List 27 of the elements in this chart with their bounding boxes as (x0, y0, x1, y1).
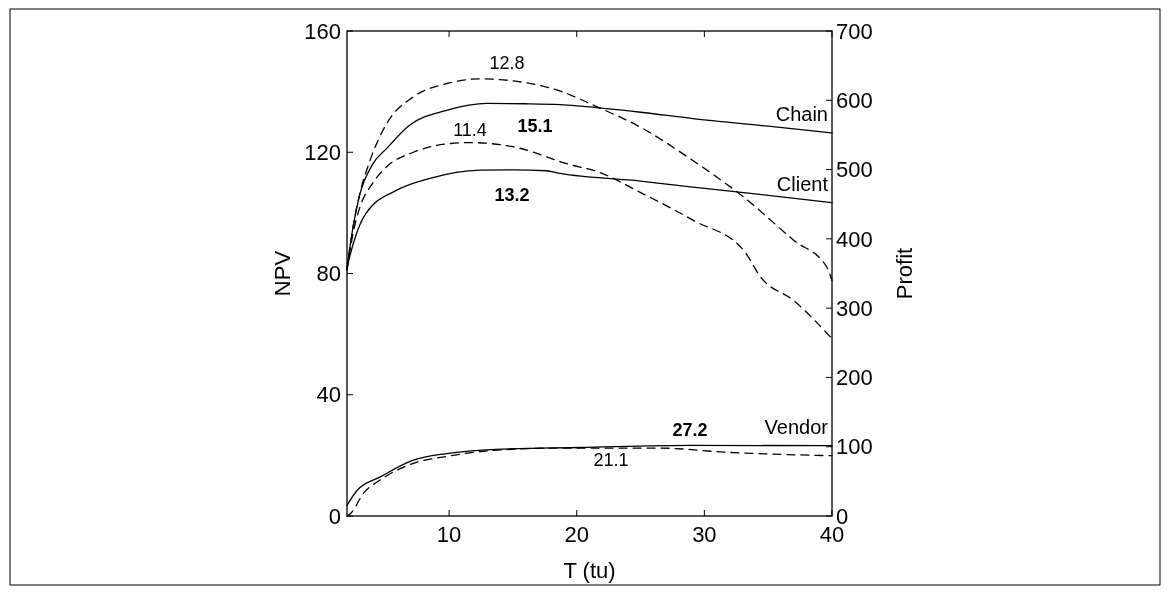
y2-tick-label: 200 (836, 365, 873, 391)
annotation: 21.1 (593, 450, 629, 471)
y-tick-label: 0 (328, 503, 341, 529)
x-tick-label: 10 (436, 522, 462, 547)
series-label: Client (776, 172, 829, 195)
y-tick-label: 80 (316, 261, 341, 287)
x-tick-label: 30 (692, 522, 717, 547)
y2-tick-label: 300 (836, 295, 873, 321)
series-label: Vendor (764, 415, 829, 438)
annotation: 13.2 (494, 185, 530, 206)
annotation: 11.4 (453, 120, 487, 141)
series-label: Chain (775, 102, 828, 125)
annotation: 12.8 (489, 53, 525, 74)
y2-tick-label: 400 (836, 226, 873, 252)
y2-tick-label: 600 (836, 87, 873, 113)
y-tick-label: 160 (304, 18, 341, 44)
annotation: 15.1 (517, 116, 553, 137)
y2-axis-title: Profit (892, 247, 917, 300)
y2-tick-label: 700 (836, 18, 873, 44)
y-tick-label: 120 (304, 139, 341, 165)
x-axis-title: T (tu) (563, 558, 616, 583)
y-tick-label: 40 (316, 382, 341, 408)
annotation: 27.2 (672, 420, 708, 441)
y-axis-title: NPV (270, 250, 295, 297)
x-tick-label: 20 (564, 522, 589, 547)
y2-tick-label: 100 (836, 434, 873, 460)
y2-tick-label: 500 (836, 157, 873, 183)
